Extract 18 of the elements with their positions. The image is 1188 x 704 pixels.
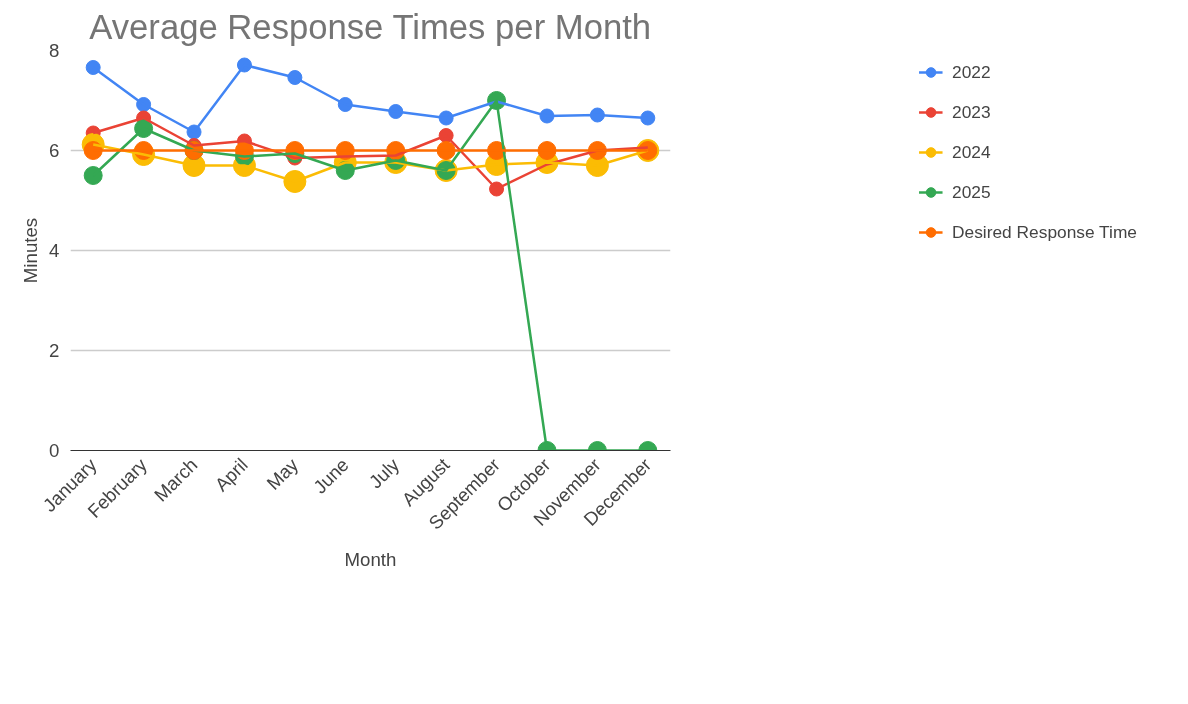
- y-axis-title: Minutes: [20, 217, 42, 284]
- x-axis-title: Month: [344, 548, 397, 570]
- point: [83, 166, 103, 185]
- legend-label: 2022: [952, 61, 991, 83]
- y-tick-label: 6: [49, 140, 60, 161]
- y-tick-label: 2: [49, 340, 60, 361]
- x-tick-label: July: [364, 453, 404, 493]
- chart-title: Average Response Times per Month: [89, 7, 652, 46]
- y-tick-label: 4: [49, 240, 60, 261]
- y-tick-label: 0: [49, 440, 60, 461]
- point: [640, 110, 656, 126]
- legend-label: 2024: [952, 141, 991, 163]
- y-tick-label: 8: [49, 40, 60, 61]
- legend-label: 2025: [952, 181, 991, 203]
- point: [85, 60, 101, 75]
- x-tick-label: May: [262, 453, 303, 494]
- legend-label: Desired Response Time: [952, 221, 1137, 243]
- legend-label: 2023: [952, 101, 991, 123]
